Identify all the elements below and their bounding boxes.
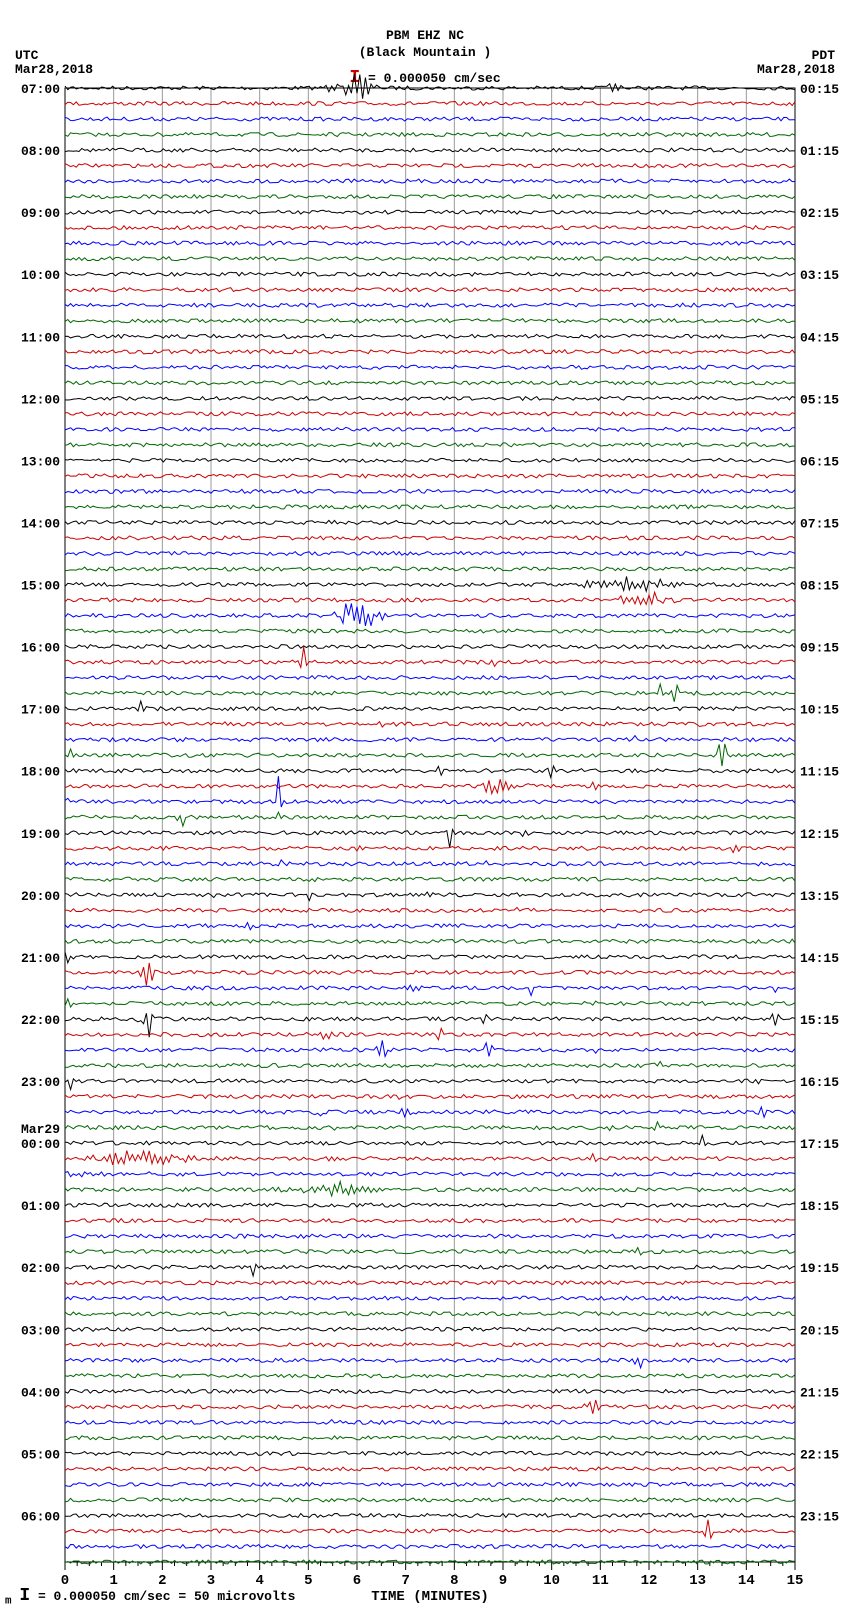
svg-text:09:00: 09:00 [21,206,60,221]
svg-text:7: 7 [401,1573,409,1589]
svg-text:09:15: 09:15 [800,641,839,656]
svg-text:21:15: 21:15 [800,1385,839,1400]
svg-text:16:15: 16:15 [800,1075,839,1090]
svg-text:11:00: 11:00 [21,330,60,345]
svg-text:06:15: 06:15 [800,454,839,469]
svg-text:13: 13 [689,1573,706,1589]
svg-text:8: 8 [450,1573,458,1589]
seismogram-plot: 0123456789101112131415TIME (MINUTES)07:0… [0,0,850,1613]
svg-text:02:00: 02:00 [21,1261,60,1276]
svg-text:22:15: 22:15 [800,1447,839,1462]
svg-text:TIME (MINUTES): TIME (MINUTES) [371,1589,489,1605]
svg-text:00:00: 00:00 [21,1137,60,1152]
svg-text:12: 12 [641,1573,658,1589]
svg-text:12:00: 12:00 [21,392,60,407]
svg-text:13:15: 13:15 [800,889,839,904]
svg-text:5: 5 [304,1573,312,1589]
svg-text:9: 9 [499,1573,507,1589]
svg-text:16:00: 16:00 [21,641,60,656]
svg-text:08:00: 08:00 [21,144,60,159]
svg-text:14: 14 [738,1573,755,1589]
svg-text:18:15: 18:15 [800,1199,839,1214]
svg-text:08:15: 08:15 [800,579,839,594]
svg-text:15: 15 [787,1573,804,1589]
svg-text:23:15: 23:15 [800,1509,839,1524]
svg-text:11: 11 [592,1573,609,1589]
svg-text:12:15: 12:15 [800,827,839,842]
svg-text:13:00: 13:00 [21,454,60,469]
svg-text:07:00: 07:00 [21,82,60,97]
svg-text:22:00: 22:00 [21,1013,60,1028]
svg-text:01:15: 01:15 [800,144,839,159]
svg-text:01:00: 01:00 [21,1199,60,1214]
svg-text:20:00: 20:00 [21,889,60,904]
svg-text:03:00: 03:00 [21,1323,60,1338]
svg-text:19:15: 19:15 [800,1261,839,1276]
svg-text:23:00: 23:00 [21,1075,60,1090]
svg-text:17:15: 17:15 [800,1137,839,1152]
svg-text:03:15: 03:15 [800,268,839,283]
svg-text:05:00: 05:00 [21,1447,60,1462]
svg-text:19:00: 19:00 [21,827,60,842]
footer-scale: m I = 0.000050 cm/sec = 50 microvolts [5,1586,295,1608]
svg-text:Mar29: Mar29 [21,1122,60,1137]
svg-text:17:00: 17:00 [21,703,60,718]
svg-text:15:15: 15:15 [800,1013,839,1028]
svg-text:6: 6 [353,1573,361,1589]
svg-text:18:00: 18:00 [21,765,60,780]
svg-text:02:15: 02:15 [800,206,839,221]
svg-text:10: 10 [543,1573,560,1589]
svg-text:15:00: 15:00 [21,579,60,594]
svg-text:10:00: 10:00 [21,268,60,283]
svg-text:00:15: 00:15 [800,82,839,97]
svg-text:04:15: 04:15 [800,330,839,345]
svg-text:11:15: 11:15 [800,765,839,780]
svg-text:20:15: 20:15 [800,1323,839,1338]
svg-text:07:15: 07:15 [800,516,839,531]
svg-text:14:00: 14:00 [21,516,60,531]
svg-text:04:00: 04:00 [21,1385,60,1400]
svg-text:14:15: 14:15 [800,951,839,966]
svg-text:21:00: 21:00 [21,951,60,966]
footer-scale-value: = 0.000050 cm/sec = 50 microvolts [38,1589,295,1604]
svg-text:06:00: 06:00 [21,1509,60,1524]
svg-text:05:15: 05:15 [800,392,839,407]
svg-text:10:15: 10:15 [800,703,839,718]
